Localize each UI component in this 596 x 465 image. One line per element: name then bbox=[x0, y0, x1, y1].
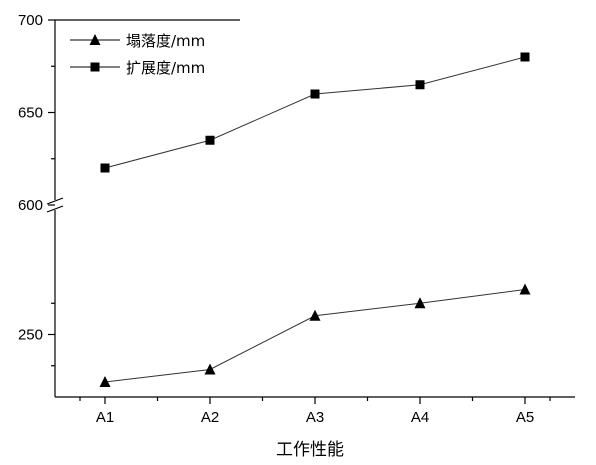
axes: 600 650 700 250 A1 A2 A3 A4 A5 bbox=[18, 12, 575, 426]
series-line bbox=[104, 289, 526, 383]
y-tick-label: 250 bbox=[18, 327, 43, 344]
legend-label: 塌落度/mm bbox=[126, 32, 205, 50]
legend-marker bbox=[89, 34, 101, 45]
x-tick-label: A5 bbox=[516, 409, 534, 426]
data-point bbox=[204, 363, 216, 375]
data-point bbox=[519, 283, 531, 295]
x-axis-title: 工作性能 bbox=[276, 440, 344, 460]
x-tick-label: A2 bbox=[201, 409, 219, 426]
axis-break-mark bbox=[46, 197, 64, 205]
y-tick-label: 650 bbox=[18, 105, 43, 122]
data-point bbox=[310, 89, 320, 99]
data-point bbox=[309, 309, 321, 321]
x-tick-label: A4 bbox=[411, 409, 429, 426]
axis-break-mark bbox=[46, 205, 64, 213]
y-tick-label: 700 bbox=[18, 12, 43, 29]
data-point bbox=[415, 80, 425, 90]
data-point bbox=[100, 163, 110, 173]
data-point bbox=[520, 52, 530, 62]
marks bbox=[99, 52, 531, 387]
legend-label: 扩展度/mm bbox=[126, 59, 205, 77]
legend-marker bbox=[90, 62, 100, 72]
data-point bbox=[414, 297, 426, 309]
data-point bbox=[99, 376, 111, 387]
x-tick-label: A3 bbox=[306, 409, 324, 426]
y-tick-label: 600 bbox=[18, 197, 43, 214]
legend: 塌落度/mm 扩展度/mm bbox=[70, 32, 205, 77]
x-tick-label: A1 bbox=[96, 409, 114, 426]
data-point bbox=[205, 135, 215, 145]
